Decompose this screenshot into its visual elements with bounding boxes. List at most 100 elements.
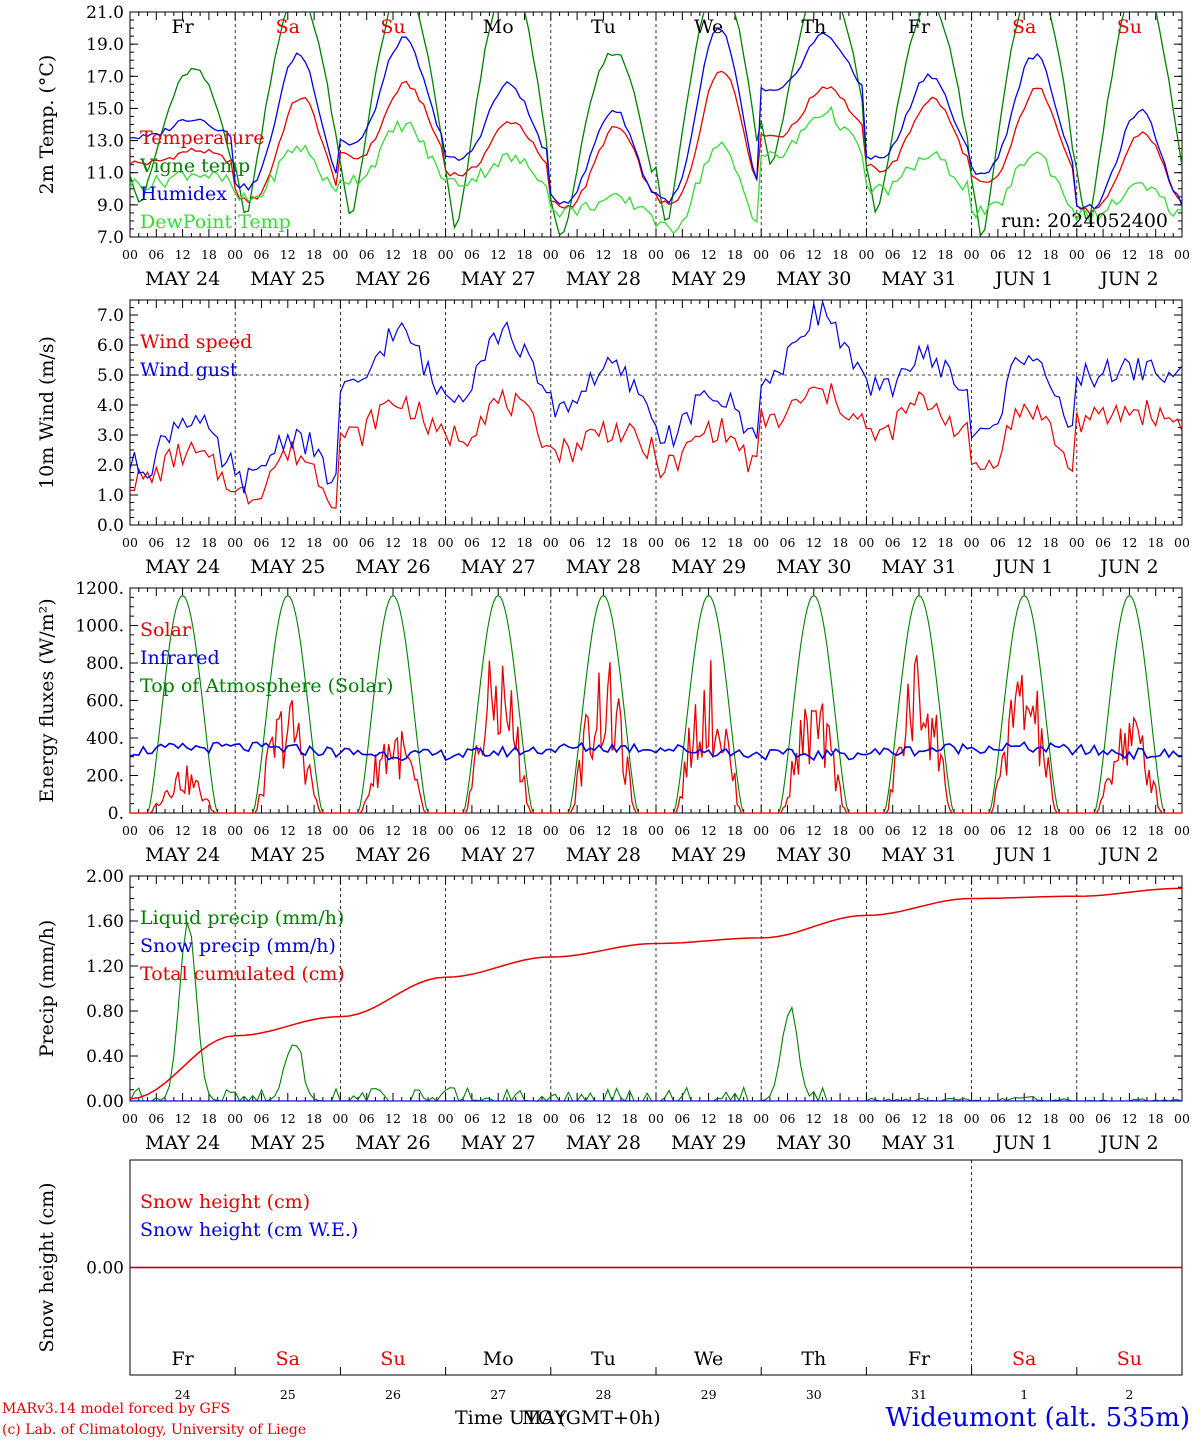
legend-entry: Top of Atmosphere (Solar) xyxy=(140,675,393,697)
date-label: MAY 29 xyxy=(671,268,746,290)
hour-label: 12 xyxy=(595,823,611,838)
hour-label: 06 xyxy=(990,535,1006,550)
hour-label: 00 xyxy=(648,535,664,550)
hour-label: 06 xyxy=(674,535,690,550)
hour-label: 06 xyxy=(885,823,901,838)
hour-label: 00 xyxy=(753,535,769,550)
hour-label: 00 xyxy=(122,823,138,838)
weekday-label: Fr xyxy=(908,1348,931,1370)
legend-entry: Vigne temp xyxy=(139,155,250,177)
hour-label: 18 xyxy=(832,823,848,838)
y-axis-title: 2m Temp. (°C) xyxy=(36,55,58,195)
date-label: MAY 24 xyxy=(145,268,220,290)
y-tick-label: 800. xyxy=(86,654,124,674)
legend-entry: Infrared xyxy=(140,647,220,669)
date-label: JUN 2 xyxy=(1098,844,1158,866)
hour-label: 00 xyxy=(1069,823,1085,838)
hour-label: 06 xyxy=(254,1111,270,1126)
weekday-label: Su xyxy=(1117,1348,1142,1370)
hour-label: 18 xyxy=(832,247,848,262)
hour-label: 00 xyxy=(332,1111,348,1126)
hour-label: 00 xyxy=(332,823,348,838)
hour-label: 12 xyxy=(701,247,717,262)
weekday-label: Fr xyxy=(908,16,931,38)
hour-label: 06 xyxy=(1095,247,1111,262)
run-annotation: run: 2024052400 xyxy=(1001,210,1168,232)
hour-label: 12 xyxy=(1016,247,1032,262)
y-tick-label: 0.40 xyxy=(86,1047,124,1067)
hour-label: 06 xyxy=(990,1111,1006,1126)
date-label: MAY 24 xyxy=(145,844,220,866)
y-axis-title: 10m Wind (m/s) xyxy=(36,336,58,489)
hour-label: 12 xyxy=(806,823,822,838)
y-tick-label: 200. xyxy=(86,767,124,787)
weekday-label: Sa xyxy=(276,1348,300,1370)
date-label: JUN 1 xyxy=(993,556,1053,578)
date-label: JUN 1 xyxy=(993,1132,1053,1154)
y-tick-label: 1.0 xyxy=(97,486,124,506)
weekday-label: Mo xyxy=(483,16,514,38)
y-tick-label: 600. xyxy=(86,692,124,712)
hour-label: 18 xyxy=(1148,823,1164,838)
series-line xyxy=(130,27,1182,210)
hour-label: 12 xyxy=(595,1111,611,1126)
legend-entry: Total cumulated (cm) xyxy=(140,963,345,985)
hour-label: 06 xyxy=(569,247,585,262)
weekday-label: Mo xyxy=(483,1348,514,1370)
hour-label: 06 xyxy=(885,247,901,262)
snow-panel: 0.00 Fr 24 Sa 25 Su 26 Mo 27 Tu 28 We 29 Th 30 Fr 31 Sa 1 S… xyxy=(36,1159,1183,1402)
hour-label: 00 xyxy=(858,247,874,262)
y-tick-label: 1.60 xyxy=(86,912,124,932)
hour-label: 00 xyxy=(227,823,243,838)
day-number: 2 xyxy=(1125,1387,1133,1402)
y-tick-label: 15.0 xyxy=(86,99,124,119)
day-number: 26 xyxy=(385,1387,401,1402)
date-label: MAY 30 xyxy=(776,268,851,290)
hour-label: 12 xyxy=(385,1111,401,1126)
hour-label: 18 xyxy=(306,1111,322,1126)
hour-label: 06 xyxy=(359,535,375,550)
hour-label: 06 xyxy=(674,247,690,262)
y-axis-title: Energy fluxes (W/m²) xyxy=(36,598,58,802)
hour-label: 18 xyxy=(201,823,217,838)
date-label: MAY 26 xyxy=(355,268,430,290)
time-axis-month: MAY xyxy=(522,1407,567,1429)
legend-entry: Solar xyxy=(140,619,192,641)
hour-label: 00 xyxy=(964,1111,980,1126)
hour-label: 06 xyxy=(359,247,375,262)
hour-label: 12 xyxy=(1121,823,1137,838)
y-tick-label: 13.0 xyxy=(86,132,124,152)
hour-label: 12 xyxy=(490,1111,506,1126)
legend-entry: Snow height (cm W.E.) xyxy=(140,1219,358,1241)
y-tick-label: 7.0 xyxy=(97,306,124,326)
hour-label: 12 xyxy=(280,823,296,838)
hour-label: 12 xyxy=(175,535,191,550)
y-tick-label: 5.0 xyxy=(97,366,124,386)
hour-label: 12 xyxy=(701,823,717,838)
hour-label: 00 xyxy=(543,535,559,550)
y-tick-label: 11.0 xyxy=(86,164,124,184)
date-label: MAY 29 xyxy=(671,844,746,866)
weekday-label: Sa xyxy=(276,16,300,38)
hour-label: 18 xyxy=(622,823,638,838)
y-tick-label: 4.0 xyxy=(97,396,124,416)
hour-label: 18 xyxy=(306,247,322,262)
date-label: MAY 25 xyxy=(250,556,325,578)
hour-label: 00 xyxy=(1174,823,1190,838)
wind-panel: 0.0 1.0 2.0 3.0 4.0 5.0 6.0 7.0 00 06 12 18 MAY 24 00… xyxy=(36,299,1190,578)
y-tick-label: 1200. xyxy=(75,579,124,599)
hour-label: 06 xyxy=(254,535,270,550)
hour-label: 12 xyxy=(1121,247,1137,262)
hour-label: 00 xyxy=(858,535,874,550)
weekday-label: We xyxy=(694,1348,723,1370)
hour-label: 18 xyxy=(727,535,743,550)
y-tick-label: 0. xyxy=(108,804,124,824)
y-tick-label: 6.0 xyxy=(97,336,124,356)
hour-label: 12 xyxy=(701,1111,717,1126)
y-tick-label: 2.00 xyxy=(86,867,124,887)
hour-label: 12 xyxy=(1121,1111,1137,1126)
hour-label: 18 xyxy=(727,823,743,838)
hour-label: 12 xyxy=(701,535,717,550)
date-label: MAY 31 xyxy=(881,844,956,866)
